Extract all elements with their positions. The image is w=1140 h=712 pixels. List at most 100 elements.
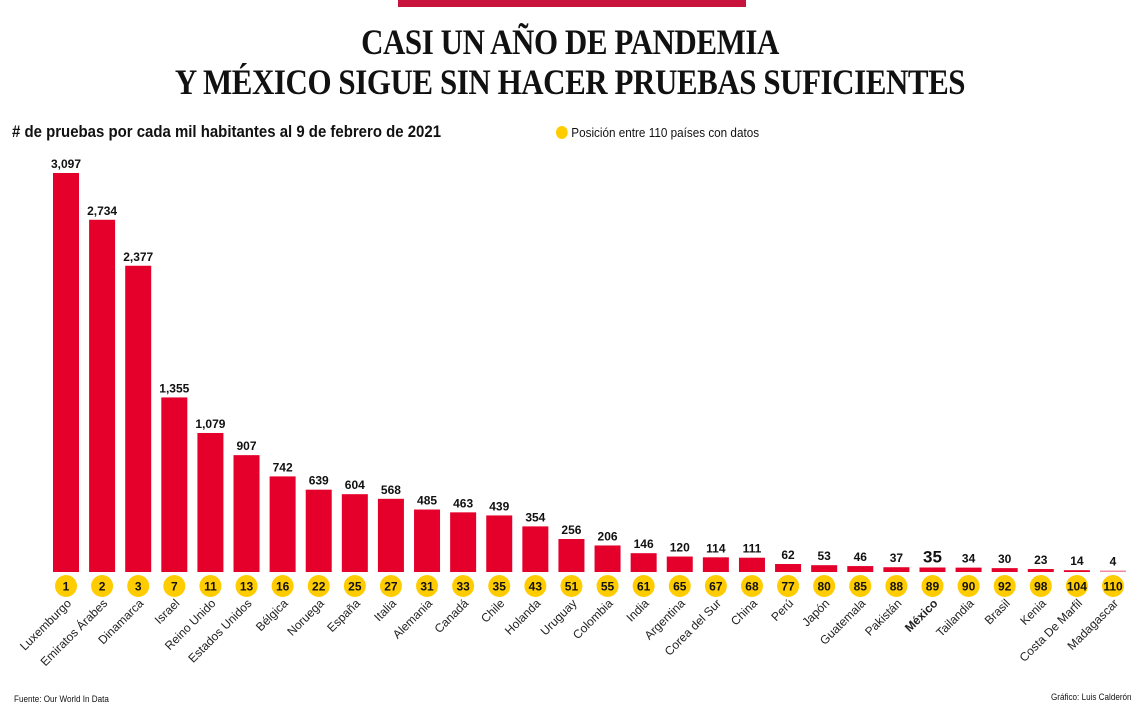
rank-circle [668,575,691,597]
value-label: 1,355 [159,381,189,395]
rank-label: 22 [312,580,326,594]
category-label: Brasil [982,596,1013,627]
category-label: China [728,596,760,628]
bar [1027,569,1054,572]
rank-label: 33 [456,580,470,594]
rank-label: 3 [135,580,142,594]
bar [702,557,729,572]
rank-circle [163,575,186,597]
value-label: 37 [890,551,904,565]
rank-circle [993,575,1016,597]
rank-circle [1029,575,1052,597]
rank-circle [885,575,908,597]
bar [738,557,765,572]
value-label: 34 [962,552,976,566]
rank-label: 80 [817,580,831,594]
rank-label: 88 [890,580,904,594]
rank-label: 104 [1067,580,1087,594]
bar [233,455,260,572]
value-label: 62 [781,548,795,562]
rank-label: 51 [565,580,579,594]
bar [522,526,549,572]
rank-circle [416,575,439,597]
value-label: 30 [998,552,1012,566]
bar [847,566,874,572]
value-label: 639 [309,474,329,488]
rank-label: 68 [745,580,759,594]
rank-circle [740,575,763,597]
bar [630,553,657,572]
rank-circle [632,575,655,597]
category-label: India [623,596,652,625]
rank-circle [1065,575,1088,597]
value-label: 4 [1110,555,1117,569]
chart-title-line-2: Y MÉXICO SIGUE SIN HACER PRUEBAS SUFICIE… [174,62,966,102]
value-label: 439 [489,499,509,513]
value-label: 2,734 [87,204,117,218]
value-label: 14 [1070,554,1084,568]
bar [89,219,116,572]
category-label: España [324,596,363,635]
rank-label: 1 [63,580,70,594]
category-label: Tailandia [933,596,977,640]
rank-label: 67 [709,580,723,594]
category-label: Chile [478,596,507,625]
value-label: 2,377 [123,250,153,264]
rank-label: 31 [420,580,434,594]
value-label: 256 [561,523,581,537]
value-label: 1,079 [195,417,225,431]
category-label: Italia [371,596,399,624]
category-label: Canadá [432,596,472,636]
category-label: Perú [768,596,796,624]
bar [883,567,910,572]
category-label: Holanda [502,596,544,638]
category-label: Colombia [570,596,616,642]
value-label: 23 [1034,553,1048,567]
rank-circle [235,575,258,597]
value-label: 354 [525,510,545,524]
category-label: Kenia [1017,596,1049,628]
rank-label: 85 [854,580,868,594]
bar [1100,570,1126,572]
rank-circle [307,575,330,597]
rank-label: 43 [529,580,543,594]
value-label: 907 [237,439,257,453]
value-label: 35 [923,547,942,566]
category-label: Costa De Marfil [1017,596,1085,664]
category-label: Noruega [284,596,327,639]
bar [955,567,982,572]
rank-circle [91,575,114,597]
value-label: 3,097 [51,157,81,171]
bar [269,476,296,572]
rank-circle [704,575,727,597]
bar [161,397,188,572]
rank-label: 61 [637,580,651,594]
category-label: Alemania [390,596,436,642]
rank-label: 27 [384,580,398,594]
chart-title-line-1: CASI UN AÑO DE PANDEMIA [361,22,779,62]
rank-circle [596,575,619,597]
value-label: 604 [345,478,365,492]
source-note: Fuente: Our World In Data [14,694,109,704]
value-label: 742 [273,460,293,474]
rank-label: 11 [204,580,217,594]
bar [594,545,621,572]
legend-label: Posición entre 110 países con datos [571,125,760,140]
bar [775,564,802,572]
rank-label: 92 [998,580,1012,594]
rank-label: 55 [601,580,615,594]
bar [666,556,693,572]
bar [486,515,513,572]
value-label: 206 [598,529,618,543]
bar [125,265,152,572]
bar [53,173,79,572]
value-label: 463 [453,496,473,510]
rank-circle [343,575,366,597]
bar [197,432,224,572]
chart-subtitle: # de pruebas por cada mil habitantes al … [12,122,442,141]
top-accent-strip [398,0,746,7]
rank-circle [849,575,872,597]
rank-label: 77 [781,580,795,594]
rank-label: 65 [673,580,687,594]
rank-label: 16 [276,580,290,594]
